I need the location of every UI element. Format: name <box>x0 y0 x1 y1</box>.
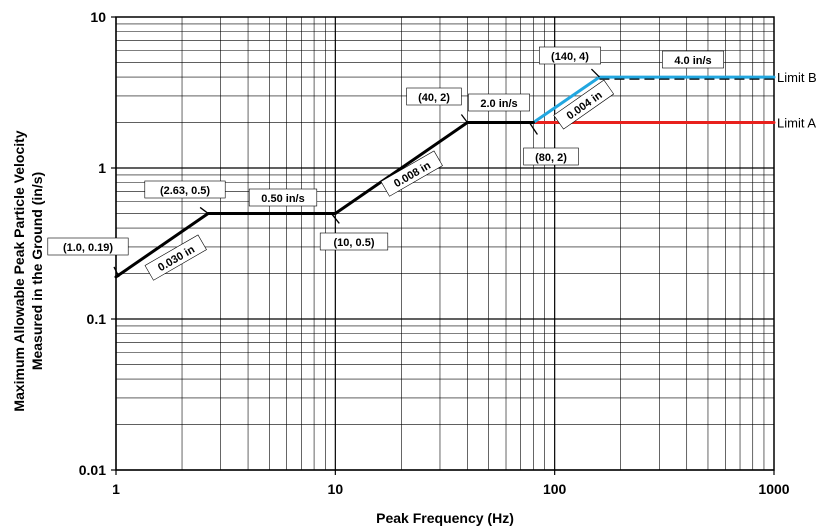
breakpoint-marker <box>528 122 538 135</box>
breakpoint-marker <box>460 114 468 123</box>
x-axis-title: Peak Frequency (Hz) <box>376 510 514 526</box>
point-label-140-4: (140, 4) <box>551 51 589 63</box>
point-label-80-2: (80, 2) <box>535 152 567 164</box>
y-axis-title-line1: Maximum Allowable Peak Particle Velocity <box>11 130 27 411</box>
segment-label-0-008-in-box <box>380 150 443 197</box>
limit-a-label: Limit A <box>777 116 816 131</box>
point-label-1-0-19: (1.0, 0.19) <box>63 242 113 254</box>
baseline-limit-line <box>114 121 535 279</box>
segment-label-2-0-in-s-group: 2.0 in/s <box>468 93 530 112</box>
segment-label-2-0-in-s: 2.0 in/s <box>480 98 517 110</box>
point-label-2-63-0-5-group: (2.63, 0.5) <box>144 180 226 199</box>
segment-label-4-0-in-s-box <box>662 50 724 69</box>
point-label-2-63-0-5: (2.63, 0.5) <box>160 185 210 197</box>
annotations: (1.0, 0.19) (2.63, 0.5) (10, 0.5) (40, 2) (8… <box>47 46 817 281</box>
segment-label-0-030-in-box <box>144 234 207 281</box>
segment-label-0-004-in-box <box>553 79 615 130</box>
segment-label-4-0-in-s: 4.0 in/s <box>674 55 711 67</box>
point-label-140-4-box <box>539 46 601 65</box>
point-label-40-2-group: (40, 2) <box>406 87 462 106</box>
point-label-140-4-group: (140, 4) <box>539 46 601 65</box>
limit-b-label: Limit B <box>777 70 817 85</box>
y-tick-label: 0.1 <box>87 311 107 327</box>
x-tick-label: 1 <box>112 481 120 497</box>
segment-label-0-50-in-s: 0.50 in/s <box>261 193 304 205</box>
point-label-10-0-5-group: (10, 0.5) <box>319 232 389 251</box>
breakpoint-marker <box>199 206 209 214</box>
point-label-80-2-box <box>523 147 579 166</box>
point-label-1-0-19-box <box>47 237 129 256</box>
point-label-40-2: (40, 2) <box>418 92 450 104</box>
point-label-10-0-5: (10, 0.5) <box>334 237 375 249</box>
segment-label-2-0-in-s-box <box>468 93 530 112</box>
segment-label-0-50-in-s-box <box>248 188 318 207</box>
x-tick-label: 100 <box>543 481 567 497</box>
breakpoint-marker <box>330 213 340 224</box>
point-markers <box>113 68 600 278</box>
x-tick-label: 1000 <box>758 481 789 497</box>
point-label-1-0-19-group: (1.0, 0.19) <box>47 237 129 256</box>
y-tick-label: 0.01 <box>79 462 106 478</box>
tick-labels: 1 10 100 1000 0.01 0.1 1 10 <box>79 9 790 497</box>
point-label-40-2-box <box>406 87 462 106</box>
point-label-2-63-0-5-box <box>144 180 226 199</box>
point-label-10-0-5-box <box>319 232 389 251</box>
segment-label-0-50-in-s-group: 0.50 in/s <box>248 188 318 207</box>
x-tick-label: 10 <box>328 481 344 497</box>
y-tick-label: 1 <box>98 160 106 176</box>
breakpoint-marker <box>113 266 120 278</box>
y-tick-label: 10 <box>90 9 106 25</box>
segment-label-4-0-in-s-group: 4.0 in/s <box>662 50 724 69</box>
breakpoint-marker <box>590 68 600 78</box>
point-label-80-2-group: (80, 2) <box>523 147 579 166</box>
y-axis-title-line2: Measured in the Ground (in/s) <box>29 172 45 370</box>
